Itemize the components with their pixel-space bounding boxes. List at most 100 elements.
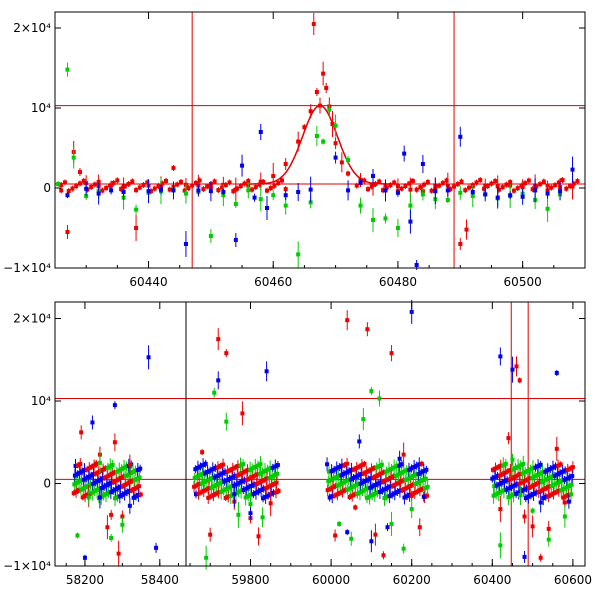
data-point	[260, 515, 265, 520]
data-point	[125, 490, 130, 495]
data-point	[506, 436, 511, 441]
data-point	[357, 464, 362, 469]
data-point	[111, 180, 116, 185]
data-point	[365, 486, 370, 491]
data-point	[233, 187, 238, 192]
data-point	[119, 187, 124, 192]
data-point	[358, 481, 363, 486]
data-point	[234, 482, 239, 487]
data-point	[99, 486, 104, 491]
data-point	[349, 467, 354, 472]
data-point	[89, 464, 94, 469]
data-point	[240, 470, 245, 475]
data-point	[380, 488, 385, 493]
data-point	[233, 465, 238, 470]
data-point	[363, 487, 368, 492]
data-point	[217, 481, 222, 486]
data-point	[227, 180, 232, 185]
data-point	[208, 494, 213, 499]
data-point	[201, 488, 206, 493]
data-point	[89, 473, 94, 478]
data-point	[257, 471, 262, 476]
data-point	[116, 551, 121, 556]
data-point	[100, 476, 105, 481]
data-point	[115, 494, 120, 499]
data-point	[109, 535, 114, 540]
data-point	[421, 494, 426, 499]
data-point	[540, 470, 545, 475]
data-point	[262, 477, 267, 482]
data-point	[107, 473, 112, 478]
data-point	[183, 242, 188, 246]
data-point	[377, 396, 382, 401]
data-point	[539, 488, 544, 493]
data-point	[495, 184, 500, 189]
data-point	[424, 467, 429, 472]
data-point	[137, 475, 142, 480]
data-point	[415, 489, 420, 494]
data-point	[392, 465, 397, 470]
data-point	[101, 467, 106, 472]
data-point	[556, 180, 561, 185]
data-point	[394, 464, 399, 469]
data-point	[123, 474, 128, 479]
data-point	[204, 487, 209, 492]
data-point	[543, 469, 548, 474]
data-point	[386, 477, 391, 482]
data-point	[333, 123, 338, 128]
data-point	[414, 187, 419, 192]
data-point	[337, 490, 342, 495]
data-point	[80, 495, 85, 500]
data-point	[414, 463, 419, 468]
data-point	[517, 481, 522, 486]
data-point	[119, 475, 124, 480]
data-point	[98, 468, 103, 473]
data-point	[89, 185, 94, 190]
data-point	[283, 193, 288, 198]
data-point	[470, 190, 475, 194]
data-point	[326, 479, 331, 484]
data-point	[88, 482, 93, 487]
data-point	[237, 472, 242, 477]
data-point	[399, 462, 404, 467]
data-point	[536, 490, 541, 495]
data-point	[318, 103, 322, 108]
data-point	[538, 555, 543, 560]
data-point	[241, 462, 246, 467]
data-point	[354, 183, 359, 188]
data-point	[515, 473, 520, 478]
data-point	[256, 489, 261, 494]
data-point	[537, 480, 542, 485]
data-point	[253, 185, 258, 190]
data-point	[408, 187, 413, 192]
data-point	[510, 367, 515, 372]
data-point	[59, 182, 64, 187]
data-point	[204, 555, 209, 560]
data-point	[232, 492, 237, 497]
data-point	[134, 207, 139, 212]
data-point	[383, 216, 388, 221]
data-point	[384, 185, 389, 190]
data-point	[84, 194, 89, 198]
data-point	[134, 188, 139, 193]
data-point	[228, 468, 233, 473]
data-point	[321, 71, 326, 76]
data-point	[220, 185, 225, 190]
data-point	[425, 484, 430, 489]
data-point	[221, 193, 226, 198]
data-point	[371, 174, 375, 178]
data-point	[382, 496, 387, 501]
data-point	[520, 185, 525, 190]
data-point	[346, 188, 351, 193]
data-point	[571, 181, 576, 186]
data-point	[464, 227, 469, 232]
data-point	[401, 469, 406, 474]
data-point	[347, 495, 352, 500]
data-point	[113, 496, 118, 501]
data-point	[509, 493, 514, 498]
data-points	[56, 13, 580, 270]
data-point	[197, 178, 202, 183]
data-point	[444, 178, 449, 183]
data-point	[489, 181, 494, 186]
data-point	[558, 462, 563, 467]
